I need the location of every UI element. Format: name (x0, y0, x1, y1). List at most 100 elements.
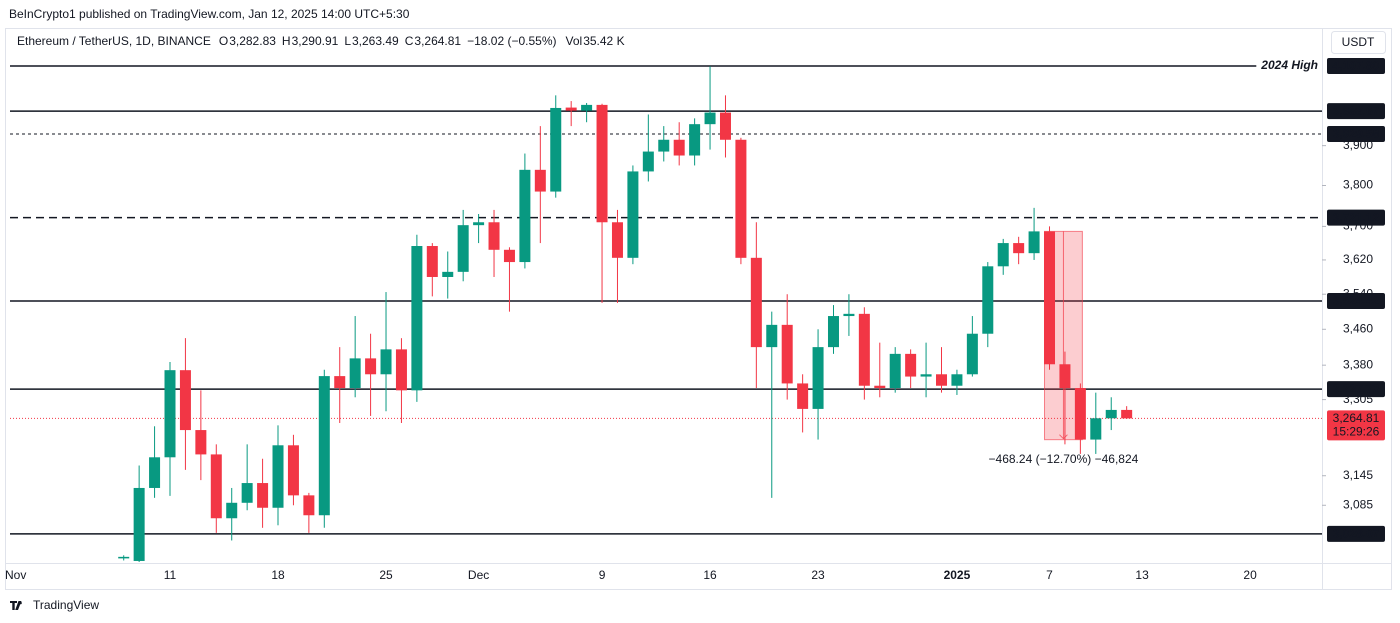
candle-body (966, 333, 978, 375)
candle-body (889, 353, 901, 389)
y-tick-label: 3,145 (1343, 468, 1373, 482)
candle-body (735, 139, 747, 258)
measure-label: −468.24 (−12.70%) −46,824 (989, 452, 1139, 466)
candle-body (812, 347, 824, 409)
candle-body (920, 374, 932, 377)
plot (10, 65, 1322, 562)
price-label-box (1327, 410, 1385, 441)
footer: TradingView (33, 598, 99, 612)
level-label-box (1327, 103, 1385, 120)
candle-body (503, 249, 515, 263)
candle-body (905, 353, 917, 377)
candle-body (1121, 409, 1133, 419)
y-tick-label: 3,460 (1343, 321, 1373, 335)
price-countdown: 15:29:26 (1333, 425, 1380, 439)
candle-body (226, 502, 238, 519)
legend-text: −18.02 (−0.55%) (467, 34, 556, 48)
legend-text: Vol (566, 34, 583, 48)
x-tick-label: Dec (468, 568, 489, 582)
legend-text: 3,264.81 (414, 34, 461, 48)
candle-body (457, 225, 469, 272)
legend-text: 35.42 K (583, 34, 624, 48)
x-tick-label: 9 (599, 568, 606, 582)
level-label-box (1327, 126, 1385, 143)
candle-body (241, 483, 253, 503)
candle-body (395, 349, 407, 391)
x-tick-label: Nov (5, 568, 26, 582)
candle-body (426, 246, 438, 277)
candle-body (1028, 231, 1040, 254)
candle-body (1090, 418, 1102, 440)
level-label: 4,107.80 (1333, 59, 1380, 73)
price-label: 3,264.81 (1333, 411, 1380, 425)
x-tick-label: 7 (1046, 568, 1053, 582)
candle-body (658, 139, 670, 152)
candle-body (488, 222, 500, 250)
footer-logo (10, 601, 22, 610)
candle-body (210, 454, 222, 519)
y-tick-label: 3,800 (1343, 178, 1373, 192)
level-label-box (1327, 58, 1385, 75)
candle-body (1044, 231, 1056, 365)
legend-text: 3,263.49 (352, 34, 399, 48)
candle-body (195, 430, 207, 455)
candle-body (611, 222, 623, 258)
candle-body (565, 107, 577, 111)
level-label-box (1327, 525, 1385, 542)
candle-body (303, 495, 315, 516)
y-tick-label: 3,085 (1343, 497, 1373, 511)
candle-body (519, 169, 531, 263)
candle-body (334, 376, 346, 389)
candle-body (133, 487, 145, 561)
candle-body (1013, 243, 1025, 254)
legend-text: L (344, 34, 351, 48)
level-label: 3,028.07 (1333, 527, 1380, 541)
candle-body (858, 313, 870, 386)
x-tick-label: 18 (271, 568, 285, 582)
candle-body (596, 104, 608, 223)
candle-body (874, 385, 886, 389)
level-label: 3,327.72 (1333, 382, 1380, 396)
candle-body (689, 124, 701, 156)
x-tick-label: 20 (1243, 568, 1257, 582)
legend-text: 3,282.83 (229, 34, 276, 48)
candle-body (951, 374, 963, 386)
candle-body (1105, 409, 1117, 419)
level-label: 3,721.12 (1333, 210, 1380, 224)
level-name: 2024 High (1260, 58, 1318, 72)
candle-body (550, 107, 562, 192)
legend-text: C (405, 34, 414, 48)
candle-body (704, 112, 716, 125)
y-tick-label: 3,620 (1343, 252, 1373, 266)
candle-body (411, 246, 423, 391)
candle-body (673, 139, 685, 156)
candle-body (719, 112, 731, 140)
candle-body (473, 222, 485, 226)
candle-body (581, 104, 593, 111)
legend: Ethereum / TetherUS, 1D, BINANCE O 3,282.8… (17, 34, 625, 48)
candle-body (287, 445, 299, 496)
level-label-box (1327, 381, 1385, 398)
legend-text: Ethereum / TetherUS, 1D, BINANCE (17, 34, 211, 48)
candle-body (1059, 364, 1071, 389)
candle-body (380, 349, 392, 375)
legend-text: O (219, 34, 228, 48)
x-tick-label: 2025 (944, 568, 971, 582)
candle-body (318, 376, 330, 516)
level-name-bg (1256, 58, 1322, 75)
y-tick-label: 3,380 (1343, 357, 1373, 371)
candle-body (179, 370, 191, 431)
candle-body (781, 324, 793, 384)
currency-button[interactable] (1331, 31, 1386, 54)
legend-text: 3,290.91 (292, 34, 339, 48)
level-label: 3,929.58 (1333, 127, 1380, 141)
candle-body (272, 445, 284, 508)
level-label: 3,988.67 (1333, 104, 1380, 118)
candle-body (642, 151, 654, 172)
x-tick-label: 11 (164, 568, 177, 582)
candle-body (627, 171, 639, 258)
legend-text: H (282, 34, 291, 48)
level-label-box (1327, 209, 1385, 226)
x-tick-label: 16 (703, 568, 717, 582)
